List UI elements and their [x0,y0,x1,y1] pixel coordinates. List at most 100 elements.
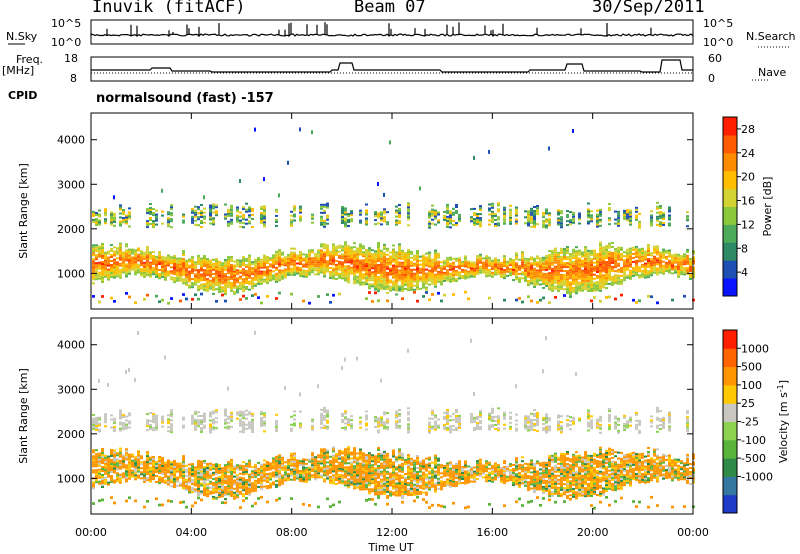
heat-cell [191,286,194,289]
heat-cell [116,466,119,469]
heat-cell [242,417,245,420]
heat-cell [215,427,218,430]
heat-cell [230,263,233,266]
heat-cell [116,253,119,256]
heat-cell [119,256,122,259]
heat-cell [476,267,479,270]
heat-cell [200,462,203,465]
heat-cell [245,472,248,475]
heat-cell [146,425,149,428]
heat-cell [365,269,368,271]
heat-cell [95,481,98,484]
heat-cell [539,263,542,266]
heat-cell [377,278,380,280]
heat-cell [191,270,194,273]
heat-cell [206,493,209,496]
heat-cell [446,223,449,226]
heat-cell [296,463,299,466]
heat-cell [542,212,545,215]
heat-cell [389,140,391,145]
heat-cell [464,269,467,272]
heat-cell [539,275,542,278]
heat-cell [662,272,665,275]
heat-cell [335,272,338,274]
heat-cell [197,277,200,279]
heat-cell [614,270,617,273]
heat-cell [569,291,572,294]
heat-cell [194,293,197,297]
heat-cell [500,273,503,276]
heat-cell [248,280,251,283]
heat-cell [218,288,221,291]
heat-cell [212,282,215,285]
heat-cell [227,256,230,259]
heat-cell [383,218,386,221]
heat-cell [575,256,578,259]
heat-cell [518,272,521,275]
heat-cell [266,295,269,298]
heat-cell [245,297,248,300]
heat-cell [98,245,101,248]
heat-cell [170,278,173,281]
heat-cell [620,252,623,255]
heat-cell [110,268,113,270]
heat-cell [311,130,313,135]
heat-cell [617,282,620,285]
heat-cell [356,249,359,252]
heat-cell [275,427,278,430]
heat-cell [92,469,95,472]
heat-cell [350,212,353,215]
heat-cell [182,272,185,275]
heat-cell [554,251,557,254]
heat-cell [656,251,659,254]
heat-cell [104,267,107,270]
heat-cell [239,430,242,433]
heat-cell [608,262,611,265]
heat-cell [374,282,377,285]
heat-cell [359,251,362,254]
heat-cell [479,223,482,226]
heat-cell [443,271,446,274]
heat-cell [110,270,113,272]
heat-cell [125,216,128,219]
heat-cell [338,264,341,267]
heat-cell [98,418,101,421]
heat-cell [215,212,218,215]
heat-cell [434,259,437,262]
heat-cell [533,279,536,282]
heat-cell [110,211,113,214]
heat-cell [167,465,170,468]
heat-cell [362,259,365,262]
heat-cell [335,259,338,262]
heat-cell [584,264,587,267]
heat-cell [257,461,260,464]
heat-cell [110,217,113,220]
heat-cell [464,263,467,266]
heat-cell [554,279,557,282]
heat-cell [377,268,380,270]
heat-cell [269,468,272,471]
heat-cell [167,477,170,480]
heat-cell [134,251,137,254]
heat-cell [212,495,215,498]
heat-cell [491,218,494,221]
heat-cell [341,271,344,274]
heat-cell [689,264,692,266]
heat-cell [131,262,134,265]
heat-cell [203,195,205,200]
heat-cell [398,251,401,254]
heat-cell [557,213,560,216]
heat-cell [242,272,245,275]
heat-cell [521,257,524,260]
heat-cell [581,269,584,272]
heat-cell [215,417,218,420]
heat-cell [203,275,206,278]
heat-cell [197,273,200,275]
heat-cell [197,484,200,486]
heat-cell [197,263,200,265]
heat-cell [389,269,392,272]
heat-cell [161,476,164,479]
heat-cell [533,273,536,276]
heat-cell [503,265,506,268]
heat-cell [176,267,179,270]
